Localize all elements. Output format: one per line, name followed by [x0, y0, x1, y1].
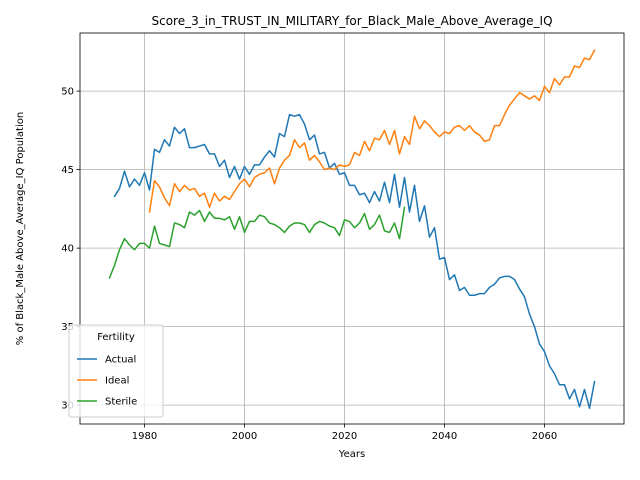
x-tick-label: 2020: [332, 431, 357, 442]
x-tick-label: 2040: [432, 431, 457, 442]
y-axis-label: % of Black_Male Above_Average_IQ Populat…: [15, 112, 26, 345]
series-line-actual: [113, 113, 596, 410]
x-tick-label: 1980: [132, 431, 157, 442]
legend-entries: Actual Ideal Sterile: [77, 355, 137, 408]
legend-box: [68, 324, 164, 418]
legend-label-ideal: Ideal: [105, 376, 129, 387]
plot-frame: [79, 32, 625, 425]
x-tick-label: 2060: [532, 431, 557, 442]
legend-label-actual: Actual: [105, 355, 136, 366]
x-axis-label: Years: [338, 449, 365, 460]
y-tick-label: 40: [61, 244, 74, 255]
y-tick-label: 35: [61, 322, 74, 333]
legend-title: Fertility: [97, 332, 135, 343]
chart-title: Score_3_in_TRUST_IN_MILITARY_for_Black_M…: [151, 14, 552, 28]
y-tick-label: 50: [61, 87, 74, 98]
legend: Fertility Actual Ideal Sterile: [68, 324, 164, 418]
grid: [80, 33, 624, 424]
series-line-sterile: [108, 206, 406, 279]
legend-label-sterile: Sterile: [105, 397, 137, 408]
y-tick-label: 45: [61, 165, 74, 176]
series-line-ideal: [148, 49, 596, 213]
y-tick-label: 30: [61, 401, 74, 412]
x-tick-label: 2000: [232, 431, 257, 442]
axis-ticks: 1980 2000 2020 2040 2060 30 35 40 45 50: [61, 87, 557, 442]
series-lines: [108, 49, 596, 410]
